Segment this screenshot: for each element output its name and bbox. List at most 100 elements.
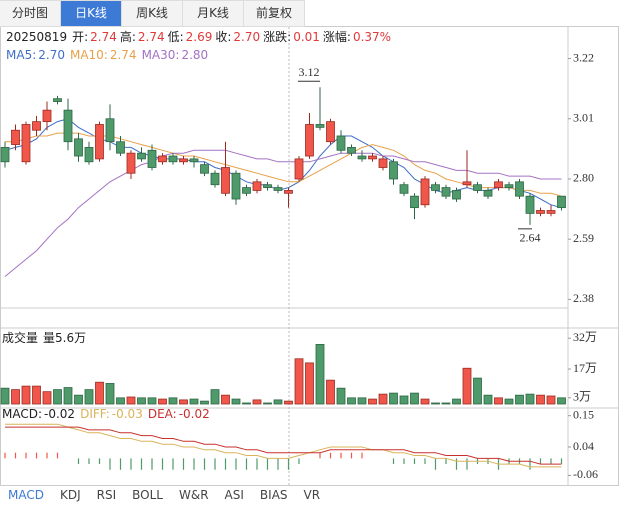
y-tick-label: 17万 (573, 361, 597, 375)
candle-body (368, 155, 377, 160)
candle-body (263, 184, 272, 188)
candle-body (21, 124, 31, 163)
volume-bar (189, 398, 199, 405)
volume-header: 成交量 量5.6万 (2, 329, 91, 346)
volume-bar (525, 393, 535, 405)
indicator-tab[interactable]: ASI (224, 488, 244, 502)
period-tabs: 分时图 日K线 周K线 月K线 前复权 (0, 0, 305, 27)
volume-bar (347, 397, 356, 405)
indicator-tabs: MACD KDJ RSI BOLL W&R ASI BIAS VR (0, 486, 328, 506)
quote-value: 2.69 (185, 30, 213, 44)
volume-bar (158, 398, 167, 405)
candle-body (441, 187, 451, 197)
volume-bar (368, 398, 377, 405)
volume-bar (137, 397, 146, 405)
ma-legend: MA5: 2.70 MA10: 2.74 MA30: 2.80 (6, 48, 213, 62)
volume-bar (504, 398, 514, 405)
quote-label: 收: (215, 30, 232, 44)
candle-body (399, 184, 409, 194)
candle-body (95, 124, 104, 160)
legend-value: -0.03 (111, 407, 143, 421)
candle-body (294, 158, 304, 180)
candle-body (137, 152, 146, 160)
candle-body (483, 190, 493, 197)
volume-bar (315, 343, 325, 405)
volume-title: 成交量 (2, 331, 39, 345)
candle-body (189, 158, 199, 163)
candle-body (74, 138, 83, 157)
volume-bar (473, 377, 482, 405)
volume-bar (389, 392, 398, 405)
candle-body (452, 190, 461, 200)
indicator-tab[interactable]: W&R (178, 488, 209, 502)
candle-body (284, 190, 293, 194)
candle-body (420, 178, 430, 206)
indicator-tab[interactable]: VR (303, 488, 321, 502)
indicator-tab[interactable]: MACD (8, 488, 44, 502)
candle-body (147, 149, 157, 168)
volume-bar (378, 393, 388, 405)
volume-bar (494, 397, 503, 405)
quote-value: 0.37% (352, 30, 392, 44)
legend-name: MA10: (69, 48, 108, 62)
candle-body (557, 195, 566, 209)
candle-body (84, 147, 94, 163)
candle-body (158, 155, 167, 163)
volume-bar (231, 398, 241, 405)
macd-legend: MACD: -0.02 DIFF: -0.03 DEA: -0.02 (2, 407, 215, 421)
candle-body (126, 152, 136, 174)
indicator-tab[interactable]: KDJ (59, 488, 81, 502)
volume-bar (483, 394, 493, 405)
volume-bar (431, 402, 440, 405)
candle-body (221, 167, 230, 194)
candle-body (494, 181, 503, 188)
quote-info: 20250819 开: 2.74 高: 2.74 低: 2.69 收: 2.70 涨跌: 0.01 涨… (6, 28, 394, 45)
y-tick-label: 2.80 (573, 171, 594, 185)
period-tab[interactable]: 分时图 (0, 0, 61, 27)
volume-bar (53, 389, 62, 405)
candle-body (462, 181, 472, 186)
volume-bar (326, 379, 335, 405)
max-label: 3.12 (299, 65, 320, 79)
volume-bar (221, 394, 230, 405)
volume-bar (179, 399, 188, 405)
indicator-tab[interactable]: BOLL (132, 488, 163, 502)
volume-bar (210, 389, 220, 405)
y-tick-label: 32万 (573, 330, 597, 344)
volume-bar (116, 397, 125, 405)
candle-body (305, 124, 314, 157)
candle-body (473, 184, 482, 191)
volume-bar (252, 399, 262, 405)
volume-bar (294, 358, 304, 405)
period-tab[interactable]: 前复权 (244, 0, 305, 27)
volume-bar (242, 402, 251, 405)
indicator-tab[interactable]: RSI (96, 488, 117, 502)
volume-bar (399, 395, 409, 405)
quote-value: 0.01 (293, 30, 320, 44)
volume-bar (11, 389, 20, 405)
period-tab[interactable]: 周K线 (122, 0, 183, 27)
y-tick-label: 3.01 (573, 111, 594, 125)
volume-bar (410, 392, 419, 405)
volume-bar (168, 397, 178, 405)
quote-label: 高: (119, 30, 136, 44)
period-tab[interactable]: 月K线 (183, 0, 244, 27)
volume-bar (105, 383, 115, 405)
indicator-tab[interactable]: BIAS (259, 488, 288, 502)
quote-label: 低: (167, 30, 184, 44)
macd-line (5, 426, 562, 465)
candle-body (410, 195, 419, 209)
candle-body (326, 121, 335, 143)
volume-bar (284, 400, 293, 405)
legend-value: -0.02 (178, 407, 210, 421)
volume-ma: 量5.6万 (43, 331, 87, 345)
legend-name: MA30: (141, 48, 180, 62)
candle-body (105, 118, 115, 143)
period-tab[interactable]: 日K线 (61, 0, 122, 27)
y-tick-label: 2.59 (573, 231, 594, 245)
volume-bar (452, 398, 461, 405)
min-label: 2.64 (520, 231, 541, 245)
quote-label: 涨跌: (263, 30, 292, 44)
legend-value: 2.80 (181, 48, 209, 62)
